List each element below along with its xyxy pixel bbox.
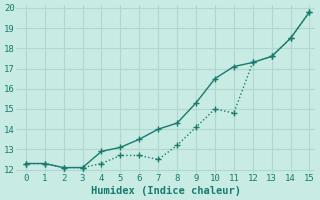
X-axis label: Humidex (Indice chaleur): Humidex (Indice chaleur) <box>91 186 241 196</box>
